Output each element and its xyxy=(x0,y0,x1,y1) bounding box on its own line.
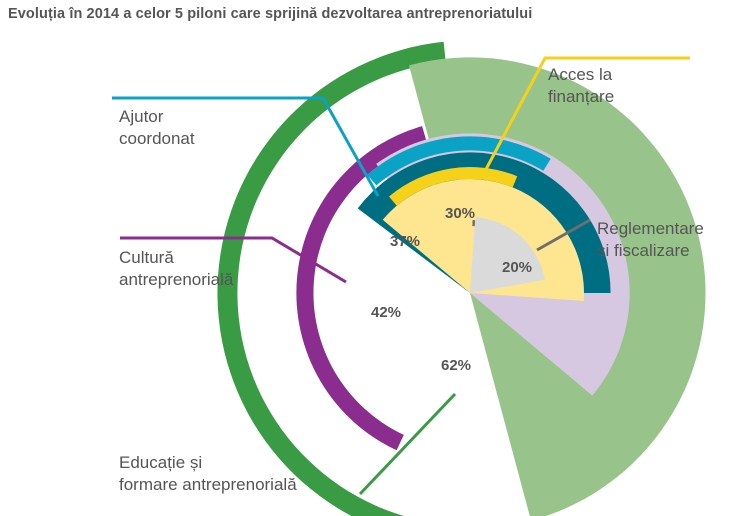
value-label-acces: 30% xyxy=(445,205,475,222)
sector-band-ajutor xyxy=(367,136,551,186)
category-label-educatie: Educație și xyxy=(119,453,202,472)
leader-line-cultura xyxy=(120,236,347,284)
sector-reglementare xyxy=(470,217,545,293)
category-label-educatie: formare antreprenorială xyxy=(119,475,297,494)
category-label-cultura: Cultură xyxy=(119,248,174,267)
value-label-cultura: 42% xyxy=(371,304,401,321)
value-label-reglementare: 20% xyxy=(502,259,532,276)
category-label-acces: Acces la xyxy=(548,65,613,84)
category-label-ajutor: coordonat xyxy=(119,129,195,148)
sector-band-acces xyxy=(389,167,518,206)
category-label-ajutor: Ajutor xyxy=(119,107,164,126)
leader-line-acces xyxy=(481,56,690,176)
category-label-reglementare: și fiscalizare xyxy=(597,241,690,260)
category-label-reglementare: Reglementare xyxy=(597,219,704,238)
sector-band-cultura xyxy=(296,126,427,451)
leader-line-ajutor xyxy=(112,96,380,197)
chart-title: Evoluția în 2014 a celor 5 piloni care s… xyxy=(8,6,533,22)
leader-line-reglementare xyxy=(536,218,591,252)
leader-line-educatie xyxy=(358,392,457,496)
category-label-cultura: antreprenorială xyxy=(119,270,234,289)
value-label-educatie: 62% xyxy=(441,357,471,374)
category-label-acces: finanțare xyxy=(548,87,614,106)
sector-band-educatie xyxy=(217,41,446,516)
value-label-ajutor: 37% xyxy=(390,233,420,250)
